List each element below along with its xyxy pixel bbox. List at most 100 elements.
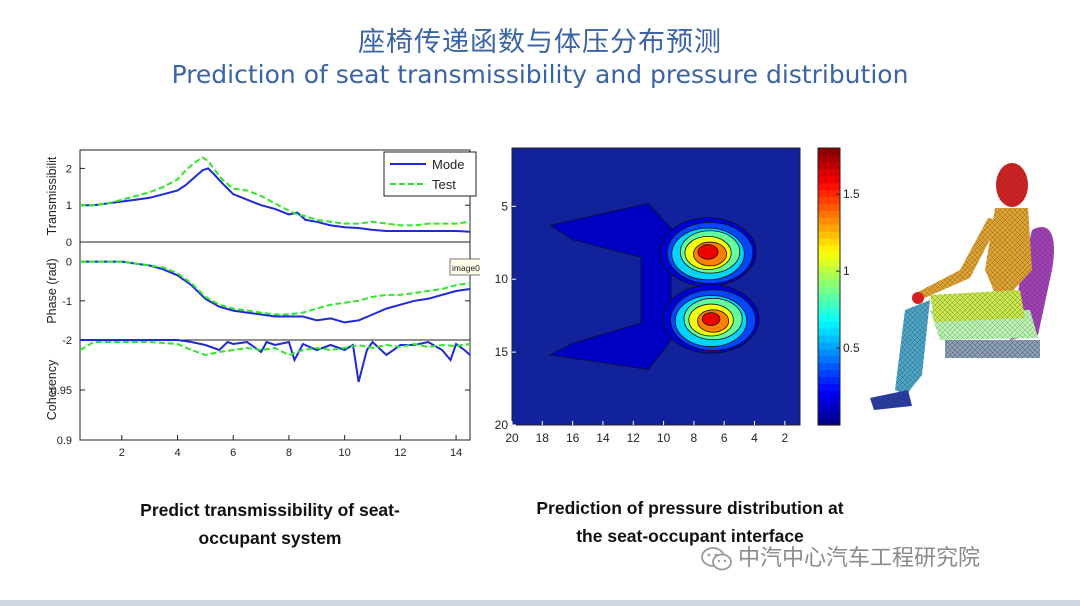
wechat-icon — [701, 547, 732, 571]
colorbar-segment — [818, 217, 840, 225]
y-tick-label: 10 — [495, 272, 509, 286]
x-tick-label: 12 — [394, 447, 406, 459]
y-tick-label: 1 — [66, 200, 72, 212]
watermark-text: 中汽中心汽车工程研究院 — [738, 546, 981, 571]
x-tick-label: 6 — [721, 431, 728, 445]
tooltip-box — [449, 258, 480, 276]
colorbar-segment — [818, 404, 840, 412]
series-test-line — [80, 156, 471, 227]
colorbar-segment — [818, 355, 840, 364]
x-tick-label: 10 — [657, 431, 671, 445]
colorbar-segment — [818, 362, 840, 371]
colorbar-segment — [818, 397, 840, 405]
colorbar-segment — [818, 231, 840, 239]
x-tick-label: 8 — [286, 447, 292, 459]
watermark: 中汽中心汽车工程研究院 — [700, 540, 980, 572]
x-tick-label: 2 — [119, 447, 125, 459]
x-tick-label: 6 — [230, 447, 236, 459]
colorbar-segment — [818, 383, 840, 391]
contour-level-0 — [548, 203, 672, 370]
colorbar-segment — [818, 321, 840, 329]
series-test-line — [80, 260, 471, 316]
contour-u-band — [548, 203, 672, 370]
colorbar-segment — [818, 244, 840, 253]
colorbar-segment — [818, 307, 840, 315]
caption-right-line1: Prediction of pressure distribution at — [536, 498, 844, 518]
colorbar-segment — [818, 154, 840, 163]
pressure-hotspot-2 — [662, 284, 760, 354]
occupant-body — [870, 163, 1032, 410]
x-tick-label: 4 — [174, 447, 180, 459]
y-tick-label: 2 — [66, 163, 72, 175]
colorbar-segment — [818, 328, 840, 336]
y-tick-label: -1 — [62, 296, 72, 308]
colorbar-segment — [818, 238, 840, 246]
tooltip-text: image001 — [452, 263, 480, 273]
colorbar-segment — [818, 272, 840, 281]
caption-left-line2: occupant system — [198, 528, 342, 548]
colorbar-segment — [818, 175, 840, 184]
legend: Mode Test — [383, 151, 477, 197]
y-tick-label: 0 — [66, 237, 72, 249]
caption-left: Predict transmissibility of seat- occupa… — [95, 496, 445, 552]
x-tick-label: 2 — [781, 431, 788, 445]
caption-right: Prediction of pressure distribution at t… — [500, 494, 880, 550]
x-tick-label: 8 — [691, 431, 698, 445]
colorbar-segment — [818, 148, 840, 156]
y-tick-label: 15 — [495, 345, 509, 359]
colorbar-segment — [818, 210, 840, 218]
tooltip-image001: image001 — [449, 258, 480, 276]
colorbar-segment — [818, 348, 840, 357]
y-tick-label: 20 — [495, 418, 509, 432]
bottom-rule — [0, 600, 1080, 606]
y-axis-label: Coherency — [45, 359, 59, 420]
seat-occupant-model-image — [870, 163, 1054, 410]
colorbar-tick-label: 1.5 — [843, 187, 860, 201]
colorbar: 0.5 1 1.5 — [817, 147, 860, 426]
x-tick-label: 4 — [751, 431, 758, 445]
x-tick-label: 20 — [505, 431, 519, 445]
y-axis-label: Phase (rad) — [45, 258, 59, 323]
contour-level-7 — [701, 312, 721, 326]
colorbar-segment — [818, 286, 840, 295]
panel-frame — [79, 241, 471, 341]
colorbar-segment — [818, 161, 840, 170]
pressure-hotspot-1 — [659, 217, 757, 287]
y-axis-label: Transmissibilit — [45, 156, 59, 235]
caption-left-line1: Predict transmissibility of seat- — [140, 500, 400, 520]
colorbar-segment — [818, 293, 840, 301]
x-tick-label: 16 — [566, 431, 580, 445]
y-tick-label: 5 — [501, 199, 508, 213]
colorbar-segment — [818, 258, 840, 267]
colorbar-segment — [818, 418, 840, 426]
colorbar-segment — [818, 182, 840, 191]
colorbar-segment — [818, 334, 840, 343]
colorbar-segment — [818, 279, 840, 288]
x-tick-label: 14 — [596, 431, 610, 445]
colorbar-segment — [818, 168, 840, 177]
panel-coherency: 0.95 0.9 Coherency — [45, 339, 471, 447]
y-tick-label: 0 — [66, 257, 72, 269]
pressure-contour-chart: 20 18 16 14 12 10 8 6 4 2 5 10 15 20 0.5 1 1.5 — [495, 147, 860, 445]
colorbar-segment — [818, 265, 840, 274]
legend-label-test: Test — [432, 177, 456, 192]
legend-box — [383, 151, 477, 197]
colorbar-segment — [818, 300, 840, 308]
colorbar-segment — [818, 369, 840, 378]
colorbar-segment — [818, 314, 840, 322]
page-title-en: Prediction of seat transmissibility and … — [171, 60, 909, 89]
colorbar-segment — [818, 376, 840, 385]
x-tick-label: 14 — [450, 447, 462, 459]
y-tick-label: 0.95 — [51, 385, 72, 397]
colorbar-segment — [818, 203, 840, 211]
colorbar-tick-label: 1 — [843, 264, 850, 278]
x-tick-label: 12 — [627, 431, 641, 445]
page-title-cn: 座椅传递函数与体压分布预测 — [358, 27, 722, 58]
colorbar-tick-label: 0.5 — [843, 341, 860, 355]
contour-frame — [511, 147, 801, 426]
colorbar-segment — [818, 341, 840, 350]
colorbar-segment — [818, 224, 840, 232]
y-tick-label: -2 — [62, 335, 72, 347]
x-tick-label: 18 — [536, 431, 550, 445]
